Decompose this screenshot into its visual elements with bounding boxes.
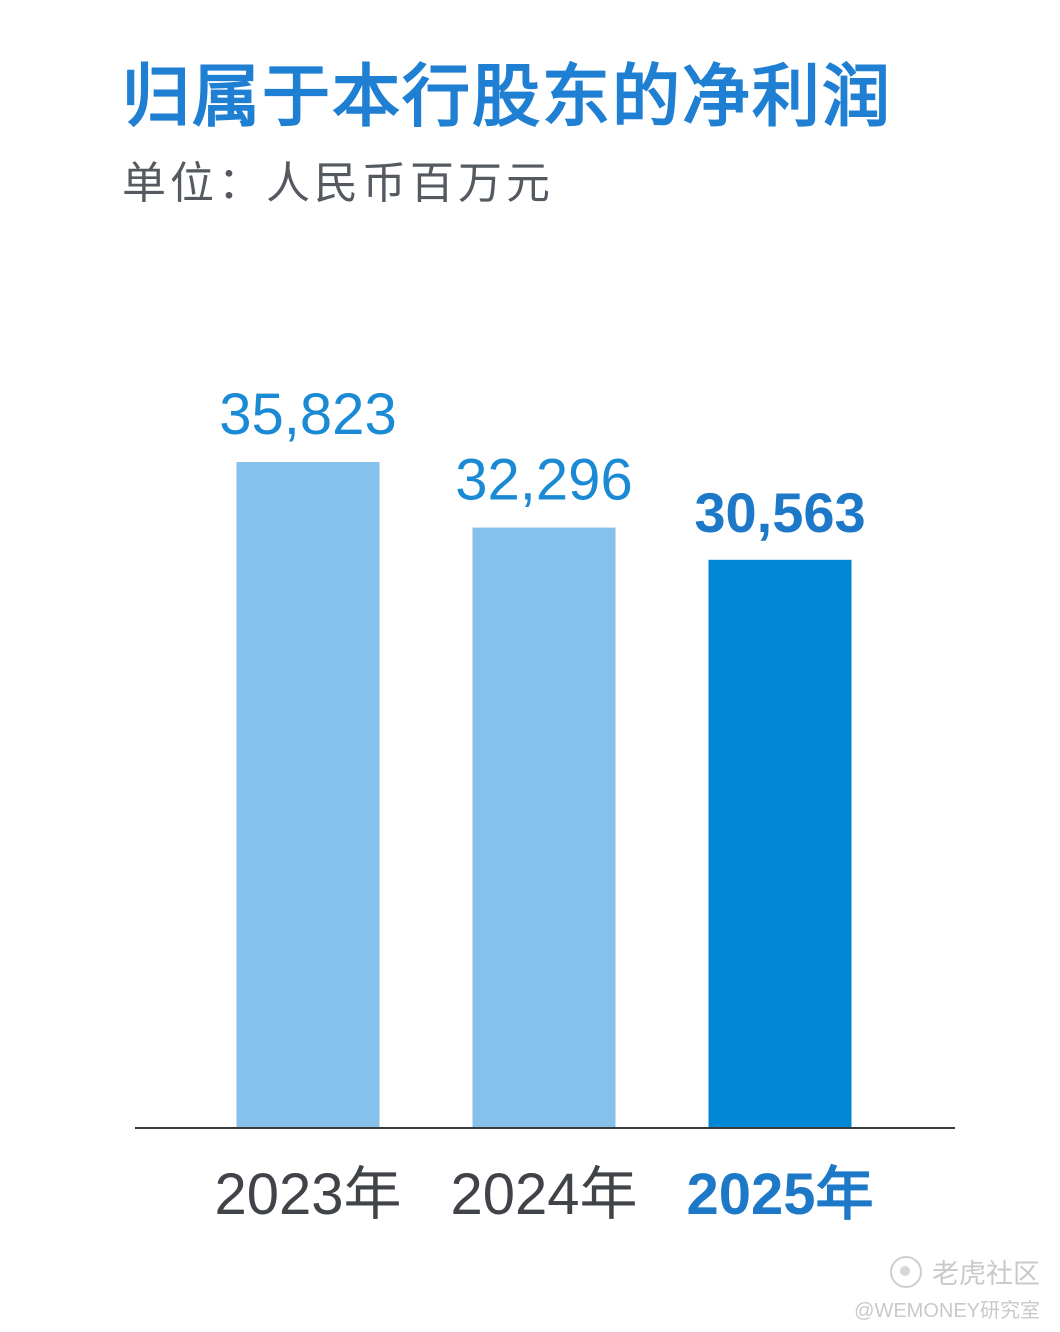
- category-label-1: 2024年: [450, 1162, 637, 1227]
- chart-subtitle: 单位：人民币百万元: [122, 158, 554, 209]
- watermark: 老虎社区: [890, 1252, 1040, 1291]
- value-label-1: 32,296: [455, 448, 632, 513]
- watermark-text: 老虎社区: [932, 1259, 1040, 1290]
- bar-2: [708, 559, 852, 1128]
- bar-1: [472, 527, 616, 1128]
- chart-title: 归属于本行股东的净利润: [122, 58, 893, 137]
- category-label-0: 2023年: [214, 1162, 401, 1227]
- watermark-author: @WEMONEY研究室: [854, 1300, 1040, 1322]
- category-label-2: 2025年: [686, 1162, 873, 1227]
- value-label-2: 30,563: [694, 481, 865, 544]
- value-label-0: 35,823: [219, 382, 396, 447]
- bar-0: [236, 462, 380, 1128]
- tiger-community-logo-icon: [890, 1255, 922, 1288]
